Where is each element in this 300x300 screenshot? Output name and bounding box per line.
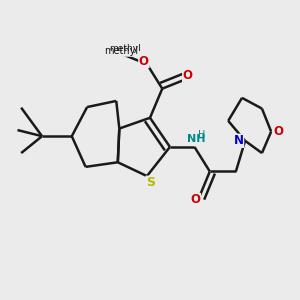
Text: O: O <box>190 194 200 206</box>
Text: O: O <box>183 69 193 82</box>
Text: H: H <box>199 130 206 140</box>
Text: O: O <box>139 55 149 68</box>
Text: S: S <box>146 176 155 189</box>
Text: N: N <box>233 134 244 147</box>
Text: O: O <box>273 125 283 138</box>
Text: NH: NH <box>187 134 205 144</box>
Text: methyl: methyl <box>104 46 138 56</box>
Text: methyl: methyl <box>110 44 141 53</box>
